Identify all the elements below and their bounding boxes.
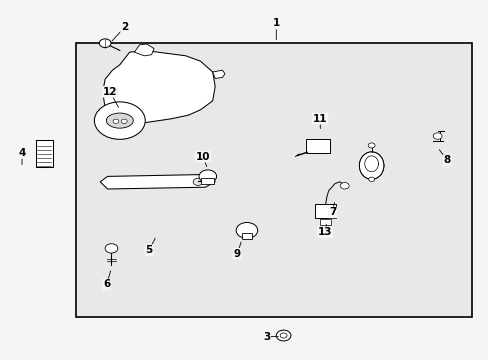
Polygon shape: [212, 70, 224, 78]
Circle shape: [276, 330, 290, 341]
Polygon shape: [359, 152, 383, 179]
Text: 7: 7: [328, 207, 336, 217]
Text: 12: 12: [102, 87, 117, 97]
Circle shape: [99, 39, 111, 48]
Polygon shape: [100, 175, 215, 189]
Text: 1: 1: [272, 18, 279, 28]
Text: 10: 10: [195, 152, 210, 162]
Polygon shape: [102, 50, 215, 124]
Circle shape: [236, 222, 257, 238]
FancyBboxPatch shape: [315, 204, 335, 218]
Text: 8: 8: [443, 155, 450, 165]
FancyBboxPatch shape: [36, 140, 53, 167]
FancyBboxPatch shape: [201, 178, 214, 184]
FancyBboxPatch shape: [76, 43, 471, 317]
Text: 3: 3: [263, 332, 269, 342]
Circle shape: [368, 177, 374, 181]
Text: 11: 11: [312, 114, 327, 124]
Text: 13: 13: [317, 227, 332, 237]
Circle shape: [94, 102, 145, 139]
Text: 9: 9: [233, 249, 240, 259]
Circle shape: [193, 178, 203, 185]
Circle shape: [280, 333, 286, 338]
Circle shape: [432, 133, 441, 139]
Circle shape: [105, 244, 118, 253]
Text: 2: 2: [121, 22, 128, 32]
Circle shape: [121, 119, 127, 123]
Text: 5: 5: [145, 245, 152, 255]
Text: 4: 4: [18, 148, 26, 158]
Circle shape: [199, 170, 216, 183]
FancyBboxPatch shape: [305, 139, 329, 153]
Circle shape: [113, 119, 119, 123]
Circle shape: [367, 143, 374, 148]
Text: 6: 6: [103, 279, 110, 289]
Ellipse shape: [106, 113, 133, 128]
Circle shape: [340, 183, 348, 189]
FancyBboxPatch shape: [242, 233, 251, 239]
FancyBboxPatch shape: [320, 219, 330, 225]
Polygon shape: [134, 44, 154, 56]
